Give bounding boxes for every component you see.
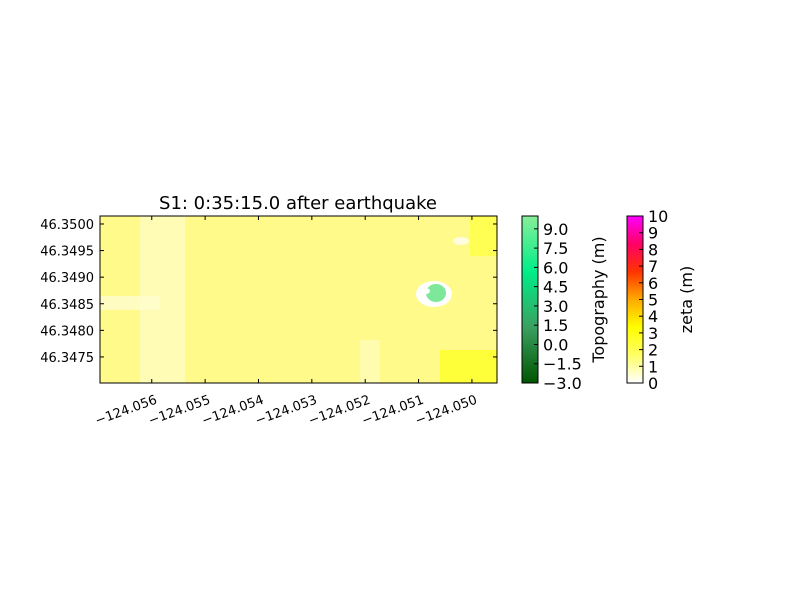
x-tick-label: −124.050 — [413, 393, 479, 429]
colorbar-tick-label: 7.5 — [543, 239, 568, 258]
colorbar-tick-label: −1.5 — [543, 355, 582, 374]
colorbar-tick-label: 6 — [648, 274, 658, 293]
colorbar-tick-label: 9 — [648, 224, 658, 243]
colorbar-tick-label: 1 — [648, 357, 658, 376]
colorbar-label: Topography (m) — [589, 236, 608, 363]
colorbar-tick-label: 0 — [648, 374, 658, 393]
colorbar-tick-label: 9.0 — [543, 220, 568, 239]
colorbar-tick-label: 2 — [648, 341, 658, 360]
y-tick-label: 46.3500 — [40, 218, 94, 233]
colorbar-tick-label: 10 — [648, 207, 668, 226]
colorbar-tick-label: 3 — [648, 324, 658, 343]
colorbar-tick-label: 4.5 — [543, 278, 568, 297]
colorbar-tick-label: 0.0 — [543, 335, 568, 354]
colorbar-tick-label: 3.0 — [543, 297, 568, 316]
chart-title: S1: 0:35:15.0 after earthquake — [159, 193, 437, 214]
y-tick-label: 46.3475 — [40, 351, 94, 366]
y-tick-label: 46.3480 — [40, 324, 94, 339]
y-tick-label: 46.3495 — [40, 245, 94, 260]
colorbar-tick-label: 8 — [648, 240, 658, 259]
colorbar-tick-label: 6.0 — [543, 258, 568, 277]
colorbar-tick-label: 4 — [648, 307, 658, 326]
colorbar-tick-label: 5 — [648, 291, 658, 310]
colorbar — [521, 215, 539, 384]
axes-frame — [99, 215, 498, 384]
colorbar-tick-label: 7 — [648, 257, 658, 276]
y-tick-label: 46.3490 — [40, 271, 94, 286]
y-tick-label: 46.3485 — [40, 298, 94, 313]
field-image — [100, 216, 497, 383]
colorbar-tick-label: 1.5 — [543, 316, 568, 335]
colorbar-label: zeta (m) — [677, 266, 696, 333]
colorbar-tick-label: −3.0 — [543, 374, 582, 393]
